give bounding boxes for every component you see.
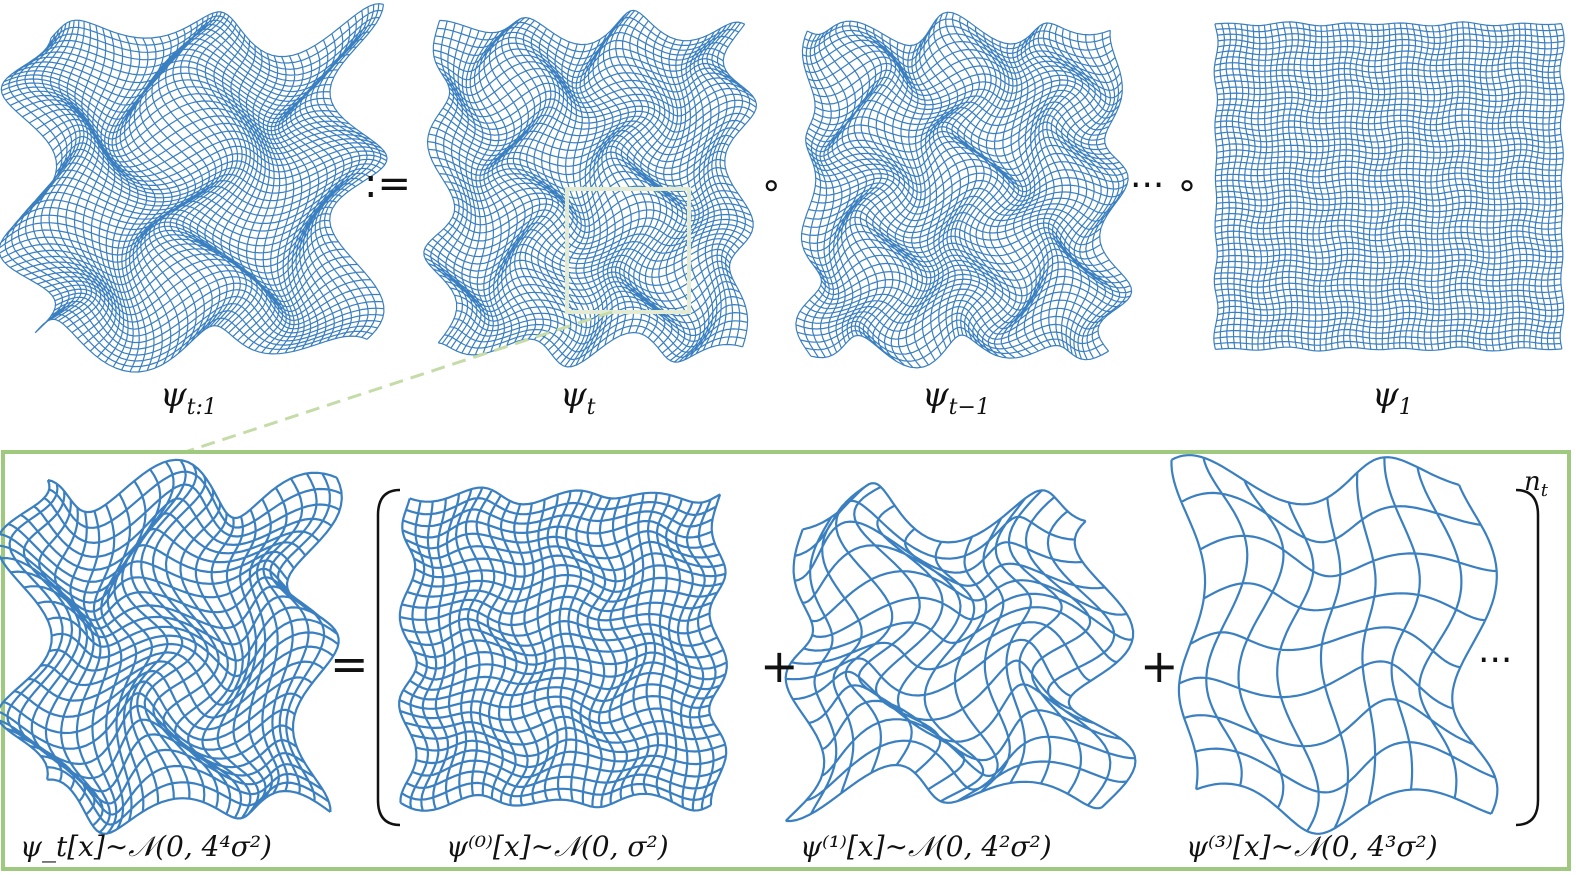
plus-operator-1: +: [760, 639, 799, 693]
compose-operator: ∘: [760, 165, 783, 206]
label-psi-t1: ψt:1: [160, 375, 217, 420]
grid-mesh: [398, 486, 728, 812]
grid-mesh: [784, 482, 1137, 823]
warp-grid-psi-t: [423, 9, 757, 368]
warp-grid-psi-1: [1213, 21, 1565, 352]
warp-grid-psi-t-detail: [0, 458, 343, 835]
label-psi-3-distribution: ψ⁽³⁾[x]∼𝒩(0, 4³σ²): [1186, 830, 1438, 863]
compose-ellipsis-operator: ··· ∘: [1130, 165, 1198, 206]
label-psi-1-distribution: ψ⁽¹⁾[x]∼𝒩(0, 4²σ²): [800, 830, 1052, 863]
grid-mesh: [1170, 454, 1499, 835]
label-psi-0-distribution: ψ⁽⁰⁾[x]∼𝒩(0, σ²): [446, 830, 669, 863]
grid-mesh: [795, 11, 1133, 369]
warp-grid-psi-1-scale: [784, 482, 1137, 823]
ellipsis-operator: ···: [1478, 640, 1512, 681]
zoom-detail-frame: [1, 450, 1571, 871]
label-psi-t-distribution: ψ_t[x]∼𝒩(0, 4⁴σ²): [20, 830, 272, 863]
grid-mesh: [1213, 21, 1565, 352]
zoom-highlight-box: [565, 187, 691, 314]
right-bracket: [1515, 488, 1540, 827]
left-bracket: [376, 488, 401, 827]
grid-mesh: [0, 3, 388, 373]
warp-grid-psi-t-minus-1: [795, 11, 1133, 369]
warp-grid-psi-3-scale: [1170, 454, 1499, 835]
warp-grid-psi-0: [398, 486, 728, 812]
plus-operator-2: +: [1140, 639, 1179, 693]
label-psi-1: ψ1: [1372, 375, 1413, 420]
define-operator: :=: [364, 161, 411, 207]
exponent-n-t: nt: [1524, 467, 1549, 501]
label-psi-t: ψt: [560, 375, 596, 420]
grid-mesh: [423, 9, 757, 368]
zoom-leader-line: [184, 310, 613, 454]
equals-operator: =: [330, 637, 369, 691]
grid-mesh: [0, 458, 343, 835]
label-psi-t-minus-1: ψt−1: [922, 375, 990, 420]
warp-grid-psi-t1: [0, 3, 388, 373]
